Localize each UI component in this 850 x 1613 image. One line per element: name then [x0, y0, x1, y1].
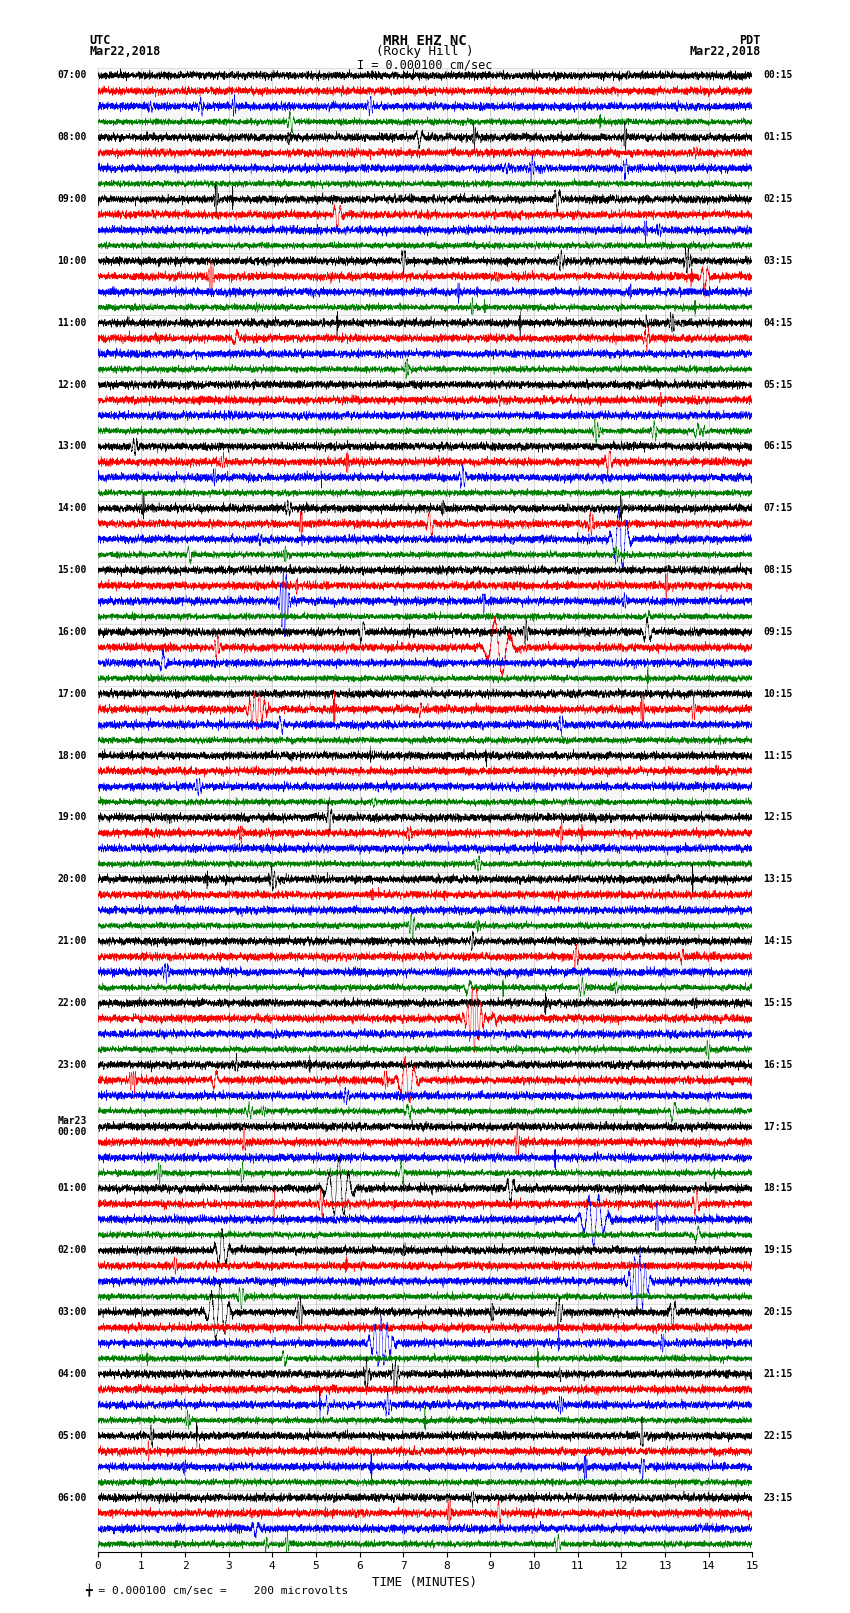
Text: 02:00: 02:00 [58, 1245, 87, 1255]
Text: 23:00: 23:00 [58, 1060, 87, 1069]
Text: 08:00: 08:00 [58, 132, 87, 142]
Text: 21:00: 21:00 [58, 936, 87, 947]
Text: 03:00: 03:00 [58, 1307, 87, 1318]
Text: 16:00: 16:00 [58, 627, 87, 637]
Text: 01:00: 01:00 [58, 1184, 87, 1194]
Text: 21:15: 21:15 [763, 1369, 792, 1379]
Text: 09:15: 09:15 [763, 627, 792, 637]
Text: 22:00: 22:00 [58, 998, 87, 1008]
Text: 07:00: 07:00 [58, 71, 87, 81]
Text: 19:15: 19:15 [763, 1245, 792, 1255]
Text: 15:00: 15:00 [58, 565, 87, 576]
Text: 02:15: 02:15 [763, 194, 792, 205]
X-axis label: TIME (MINUTES): TIME (MINUTES) [372, 1576, 478, 1589]
Bar [316, 68, 360, 1552]
Text: 14:00: 14:00 [58, 503, 87, 513]
Text: 07:15: 07:15 [763, 503, 792, 513]
Text: 06:15: 06:15 [763, 442, 792, 452]
Text: 12:00: 12:00 [58, 379, 87, 390]
Text: 17:15: 17:15 [763, 1121, 792, 1132]
Text: 13:15: 13:15 [763, 874, 792, 884]
Text: 20:00: 20:00 [58, 874, 87, 884]
Text: Mar22,2018: Mar22,2018 [689, 45, 761, 58]
Text: 08:15: 08:15 [763, 565, 792, 576]
Text: Mar23
00:00: Mar23 00:00 [58, 1116, 87, 1137]
Text: 11:15: 11:15 [763, 750, 792, 761]
Bar [578, 68, 621, 1552]
Text: 11:00: 11:00 [58, 318, 87, 327]
Text: ╈ = 0.000100 cm/sec =    200 microvolts: ╈ = 0.000100 cm/sec = 200 microvolts [85, 1584, 348, 1597]
Text: 20:15: 20:15 [763, 1307, 792, 1318]
Text: 18:15: 18:15 [763, 1184, 792, 1194]
Text: 06:00: 06:00 [58, 1492, 87, 1503]
Text: 15:15: 15:15 [763, 998, 792, 1008]
Text: 05:00: 05:00 [58, 1431, 87, 1440]
Text: 10:15: 10:15 [763, 689, 792, 698]
Text: UTC: UTC [89, 34, 110, 47]
Text: 10:00: 10:00 [58, 256, 87, 266]
Bar [229, 68, 272, 1552]
Text: 18:00: 18:00 [58, 750, 87, 761]
Text: I = 0.000100 cm/sec: I = 0.000100 cm/sec [357, 58, 493, 71]
Text: 13:00: 13:00 [58, 442, 87, 452]
Text: 01:15: 01:15 [763, 132, 792, 142]
Text: 14:15: 14:15 [763, 936, 792, 947]
Text: 12:15: 12:15 [763, 813, 792, 823]
Text: 22:15: 22:15 [763, 1431, 792, 1440]
Text: (Rocky Hill ): (Rocky Hill ) [377, 45, 473, 58]
Text: 04:15: 04:15 [763, 318, 792, 327]
Text: PDT: PDT [740, 34, 761, 47]
Text: 05:15: 05:15 [763, 379, 792, 390]
Text: 19:00: 19:00 [58, 813, 87, 823]
Text: MRH EHZ NC: MRH EHZ NC [383, 34, 467, 48]
Text: Mar22,2018: Mar22,2018 [89, 45, 161, 58]
Text: 03:15: 03:15 [763, 256, 792, 266]
Text: 17:00: 17:00 [58, 689, 87, 698]
Text: 09:00: 09:00 [58, 194, 87, 205]
Bar [490, 68, 534, 1552]
Text: 16:15: 16:15 [763, 1060, 792, 1069]
Text: 23:15: 23:15 [763, 1492, 792, 1503]
Text: 00:15: 00:15 [763, 71, 792, 81]
Bar [403, 68, 447, 1552]
Bar [141, 68, 185, 1552]
Text: 04:00: 04:00 [58, 1369, 87, 1379]
Bar [665, 68, 709, 1552]
